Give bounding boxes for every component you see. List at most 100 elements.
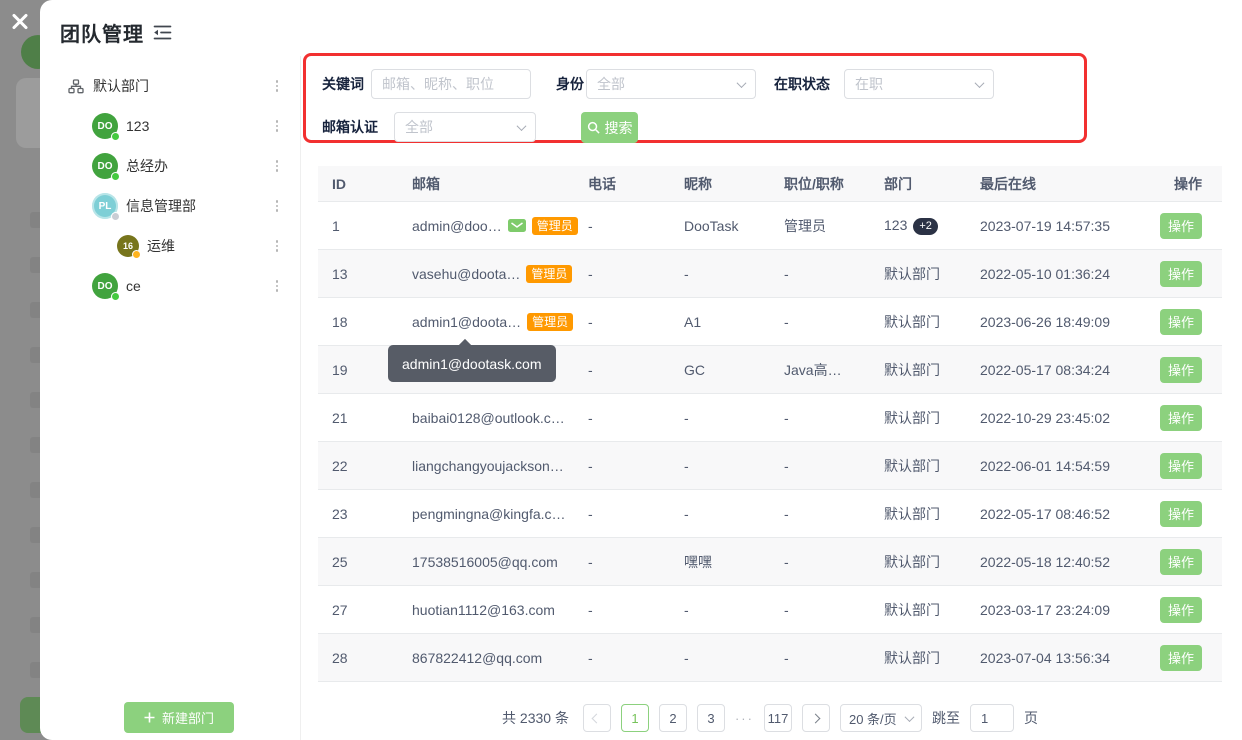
chevron-down-icon — [974, 77, 985, 88]
cell-nickname: 嘿嘿 — [684, 553, 712, 570]
chevron-down-icon — [904, 711, 915, 722]
kebab-icon[interactable] — [270, 277, 284, 295]
menu-fold-icon[interactable] — [153, 25, 172, 40]
kebab-icon[interactable] — [270, 117, 284, 135]
col-action: 操作 — [1174, 175, 1202, 192]
identity-select[interactable]: 全部 — [586, 69, 756, 99]
sidebar-item-xinxiguanlibu[interactable]: PL 信息管理部 — [68, 192, 290, 221]
cell-email: admin@doo… 管理员 — [412, 216, 588, 235]
email-text: admin1@doota… — [412, 313, 522, 330]
cell-nickname: A1 — [684, 313, 702, 330]
sidebar-item-ce[interactable]: DO ce — [68, 272, 290, 301]
col-department: 部门 — [884, 175, 912, 192]
kebab-icon[interactable] — [270, 157, 284, 175]
cell-position: - — [784, 313, 789, 330]
table-row: 18 admin1@doota… 管理员 - A1 - 默认部门 2023-06… — [318, 298, 1222, 346]
email-verified-select[interactable]: 全部 — [394, 112, 536, 142]
jump-page-input[interactable] — [969, 704, 1014, 732]
cell-position: - — [784, 457, 789, 474]
cell-email: vasehu@doota… 管理员 — [412, 264, 588, 283]
cell-phone: - — [588, 217, 593, 234]
cell-phone: - — [588, 265, 593, 282]
status-dot — [111, 292, 120, 301]
action-button[interactable]: 操作 — [1160, 260, 1202, 287]
cell-last-online: 2023-07-04 13:56:34 — [980, 649, 1110, 666]
cell-department: 默认部门 — [884, 313, 940, 330]
status-dot — [132, 250, 141, 259]
admin-badge: 管理员 — [527, 312, 574, 331]
new-department-button[interactable]: 新建部门 — [124, 702, 234, 733]
avatar: DO — [92, 273, 120, 301]
sidebar-item-123[interactable]: DO 123 — [68, 112, 290, 141]
page-button-3[interactable]: 3 — [696, 704, 725, 732]
sidebar-item-zongjingban[interactable]: DO 总经办 — [68, 152, 290, 181]
cell-last-online: 2023-07-19 14:57:35 — [980, 217, 1110, 234]
kebab-icon[interactable] — [270, 197, 284, 215]
table-row: 13 vasehu@doota… 管理员 - - - 默认部门 2022-05-… — [318, 250, 1222, 298]
org-tree-icon — [68, 78, 84, 94]
sidebar-item-label: 信息管理部 — [126, 198, 196, 214]
page-button-2[interactable]: 2 — [658, 704, 687, 732]
table-row: 27 huotian1112@163.com - - - 默认部门 2023-0… — [318, 586, 1222, 634]
cell-email: 867822412@qq.com — [412, 650, 588, 666]
cell-phone: - — [588, 601, 593, 618]
action-button[interactable]: 操作 — [1160, 596, 1202, 623]
action-button[interactable]: 操作 — [1160, 548, 1202, 575]
members-table: ID 邮箱 电话 昵称 职位/职称 部门 最后在线 操作 1 admin@doo… — [318, 166, 1222, 682]
cell-position: 管理员 — [784, 217, 826, 234]
keyword-input[interactable] — [371, 69, 531, 99]
cell-nickname: DooTask — [684, 217, 739, 234]
cell-department: 默认部门 — [884, 361, 940, 378]
chevron-down-icon — [736, 77, 747, 88]
prev-page-button[interactable] — [582, 704, 611, 732]
page-ellipsis: ··· — [734, 710, 754, 726]
table-row: 22 liangchangyoujackson… - - - 默认部门 2022… — [318, 442, 1222, 490]
action-button[interactable]: 操作 — [1160, 500, 1202, 527]
jump-unit: 页 — [1023, 710, 1038, 726]
action-button[interactable]: 操作 — [1160, 308, 1202, 335]
cell-id: 22 — [332, 457, 348, 474]
cell-last-online: 2022-06-01 14:54:59 — [980, 457, 1110, 474]
team-management-modal: 团队管理 默认部门 DO 123 DO 总经办 PL 信息管理部 16 运维 D… — [40, 0, 1242, 740]
col-phone: 电话 — [588, 175, 616, 192]
chevron-down-icon — [516, 120, 527, 131]
page-button-1[interactable]: 1 — [620, 704, 649, 732]
cell-nickname: GC — [684, 361, 705, 378]
email-text: huotian1112@163.com — [412, 601, 555, 618]
cell-phone: - — [588, 649, 593, 666]
email-text: baibai0128@outlook.c… — [412, 409, 565, 426]
keyword-label: 关键词 — [322, 76, 364, 92]
status-select[interactable]: 在职 — [844, 69, 994, 99]
sidebar-root-department[interactable]: 默认部门 — [68, 72, 290, 100]
col-id: ID — [332, 175, 346, 192]
sidebar-item-label: 运维 — [147, 238, 175, 254]
kebab-icon[interactable] — [270, 237, 284, 255]
kebab-icon[interactable] — [270, 77, 284, 95]
cell-email: liangchangyoujackson… — [412, 458, 588, 474]
page-button-117[interactable]: 117 — [763, 704, 792, 732]
cell-email: 17538516005@qq.com — [412, 554, 588, 570]
cell-email: pengmingna@kingfa.c… — [412, 506, 588, 522]
action-button[interactable]: 操作 — [1160, 356, 1202, 383]
cell-nickname: - — [684, 457, 689, 474]
table-row: 1 admin@doo… 管理员 - DooTask 管理员 123 +2 202… — [318, 202, 1222, 250]
search-button[interactable]: 搜索 — [581, 112, 638, 143]
page-size-select[interactable]: 20 条/页 — [839, 704, 922, 732]
cell-department: 默认部门 — [884, 505, 940, 522]
cell-nickname: - — [684, 601, 689, 618]
cell-phone: - — [588, 553, 593, 570]
sidebar-item-yunwei[interactable]: 16 运维 — [68, 232, 290, 260]
close-icon[interactable] — [9, 10, 32, 33]
action-button[interactable]: 操作 — [1160, 212, 1202, 239]
admin-badge: 管理员 — [526, 264, 573, 283]
avatar: DO — [92, 113, 120, 141]
table-row: 21 baibai0128@outlook.c… - - - 默认部门 2022… — [318, 394, 1222, 442]
cell-id: 27 — [332, 601, 348, 618]
cell-department: 默认部门 — [884, 409, 940, 426]
next-page-button[interactable] — [801, 704, 830, 732]
cell-position: - — [784, 505, 789, 522]
action-button[interactable]: 操作 — [1160, 644, 1202, 671]
action-button[interactable]: 操作 — [1160, 452, 1202, 479]
action-button[interactable]: 操作 — [1160, 404, 1202, 431]
cell-department: 默认部门 — [884, 649, 940, 666]
